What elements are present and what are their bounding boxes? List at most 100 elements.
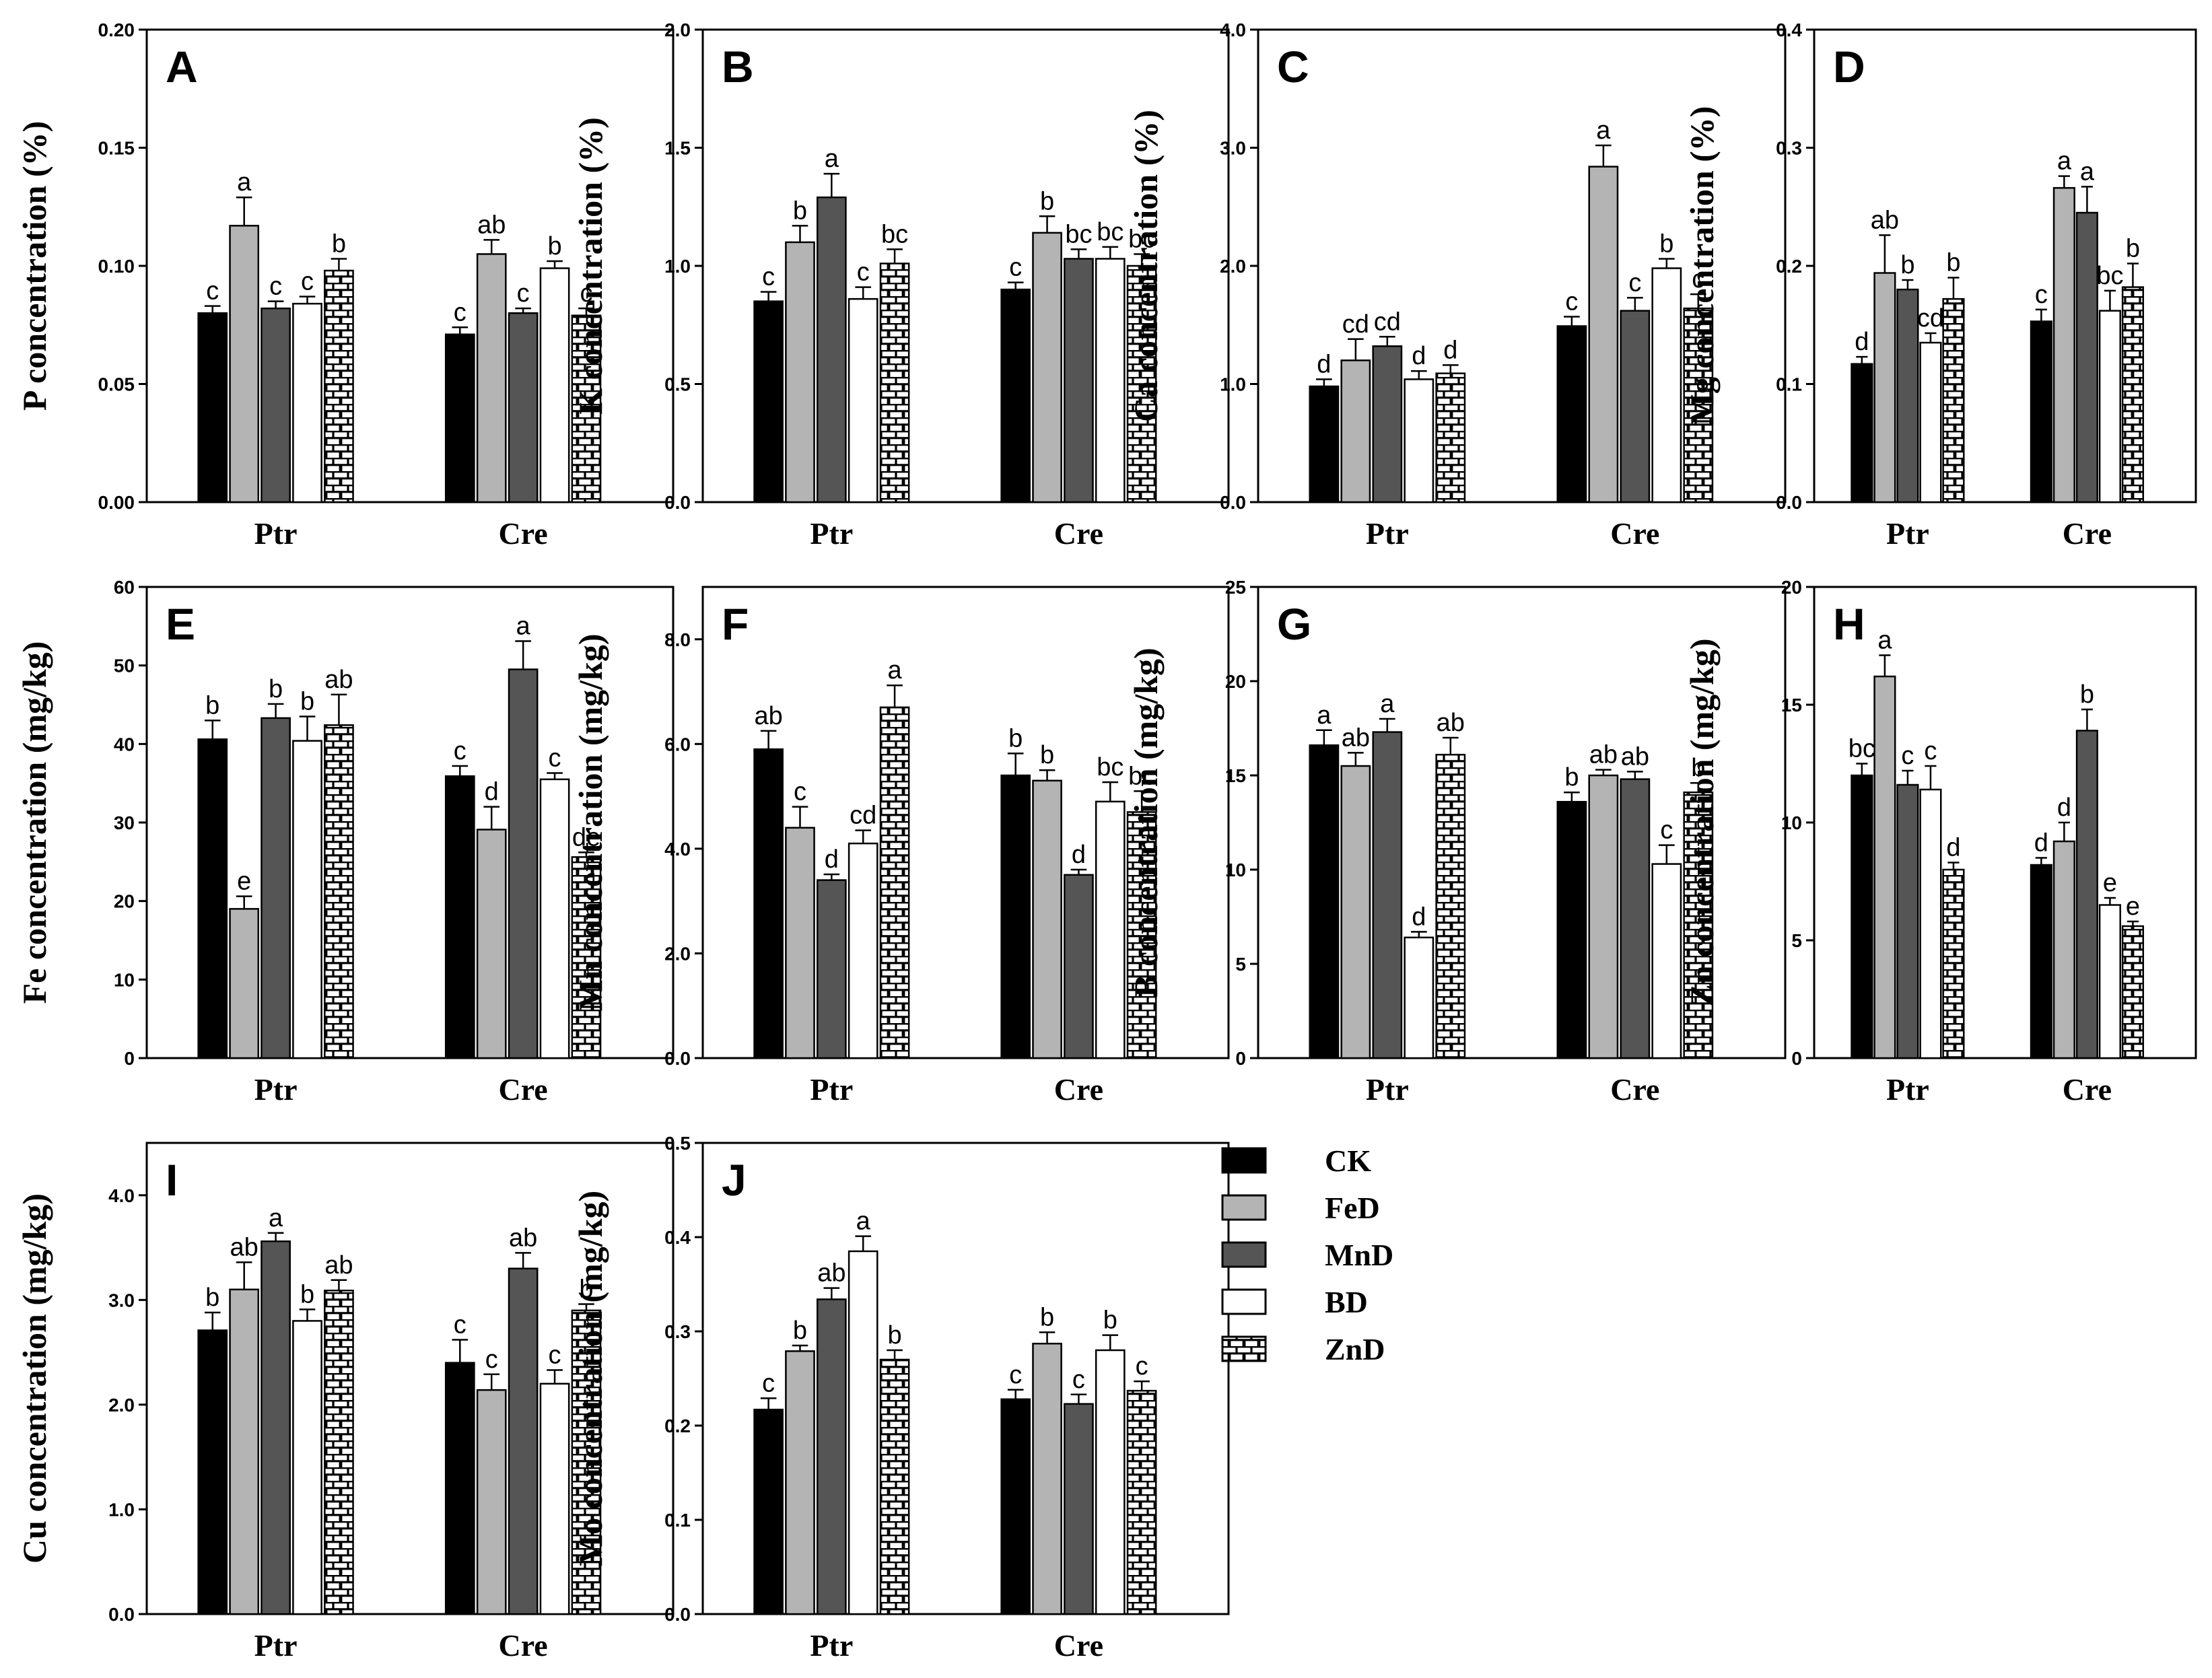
plot-frame: [1257, 586, 1787, 1059]
bar-ck-ptr: [753, 748, 784, 1059]
significance-label: c: [485, 1345, 498, 1374]
significance-label: cd: [850, 802, 876, 830]
y-axis-label: Mn concentration (mg/kg): [572, 633, 609, 1011]
plot-frame: [701, 1142, 1230, 1615]
bar-mnd-cre: [2075, 211, 2098, 503]
significance-label: a: [856, 1208, 871, 1236]
significance-label: a: [269, 1204, 283, 1232]
significance-label: bc: [1065, 220, 1092, 248]
y-tick-label: 20: [1225, 671, 1246, 692]
y-tick-label: 1.0: [108, 1499, 135, 1520]
bar-bd-ptr: [848, 1250, 878, 1615]
y-tick-label: 10: [1225, 860, 1246, 880]
bar-bd-ptr: [1919, 788, 1942, 1059]
y-tick-label: 6.0: [664, 734, 691, 755]
y-tick-label: 0.3: [1776, 138, 1802, 159]
x-category-label: Cre: [2063, 516, 2112, 551]
significance-label: c: [549, 1341, 561, 1370]
bar-znd-ptr: [1435, 372, 1466, 503]
significance-label: e: [2126, 893, 2140, 921]
bar-mnd-ptr: [817, 1298, 847, 1615]
significance-label: c: [206, 277, 219, 306]
significance-label: d: [2034, 829, 2048, 858]
bar-ck-ptr: [1309, 385, 1340, 503]
y-tick-label: 0.15: [98, 138, 135, 159]
bar-mnd-cre: [1064, 874, 1094, 1059]
panel-letter: D: [1833, 42, 1865, 92]
significance-label: c: [454, 737, 466, 765]
bar-bd-cre: [539, 267, 570, 503]
y-tick-label: 60: [114, 577, 135, 598]
significance-label: c: [549, 744, 561, 773]
significance-label: bc: [1097, 218, 1124, 246]
legend-item-ck: CK: [1221, 1144, 1371, 1178]
bar-mnd-ptr: [1896, 288, 1919, 503]
y-tick-label: 3.0: [1220, 138, 1246, 159]
significance-label: d: [1412, 903, 1426, 931]
panel-letter: C: [1277, 42, 1309, 92]
bar-fed-cre: [1032, 779, 1062, 1059]
bar-ck-ptr: [753, 1408, 784, 1615]
bar-fed-ptr: [229, 1288, 260, 1615]
significance-label: d: [2057, 794, 2071, 822]
y-tick-label: 4.0: [664, 839, 691, 860]
bar-fed-cre: [476, 829, 507, 1059]
bar-ck-cre: [2030, 320, 2052, 503]
bar-znd-ptr: [1942, 298, 1965, 503]
bar-ck-cre: [1556, 325, 1587, 503]
significance-label: a: [237, 168, 252, 197]
y-tick-label: 15: [1225, 765, 1246, 786]
x-category-label: Ptr: [254, 1072, 298, 1107]
significance-label: ab: [754, 702, 782, 730]
significance-label: d: [485, 778, 499, 806]
bar-ck-cre: [444, 1362, 475, 1615]
significance-label: b: [332, 230, 346, 258]
bar-mnd-cre: [508, 1267, 539, 1615]
bar-bd-cre: [1651, 267, 1682, 503]
x-category-label: Cre: [499, 1628, 548, 1663]
y-tick-label: 0.0: [664, 1048, 691, 1069]
significance-label: cd: [1917, 304, 1944, 333]
bar-znd-ptr: [1435, 753, 1466, 1059]
bar-ck-ptr: [1309, 744, 1340, 1059]
significance-label: d: [1317, 350, 1331, 378]
y-axis-label: Cu concentration (mg/kg): [15, 1193, 53, 1564]
bar-fed-ptr: [229, 225, 260, 503]
bar-bd-cre: [539, 1383, 570, 1615]
y-tick-label: 0.10: [98, 256, 135, 277]
bar-mnd-ptr: [261, 1240, 291, 1615]
bar-ck-cre: [2030, 864, 2052, 1059]
significance-label: c: [794, 778, 806, 806]
significance-label: d: [1855, 328, 1869, 356]
y-tick-label: 0.4: [1776, 20, 1802, 40]
significance-label: c: [1692, 265, 1704, 293]
significance-label: a: [2080, 158, 2095, 186]
significance-label: b: [1900, 251, 1914, 279]
significance-label: ab: [1437, 709, 1465, 737]
bar-fed-cre: [1588, 166, 1619, 503]
significance-label: c: [1660, 816, 1673, 845]
legend-label: CK: [1325, 1144, 1371, 1178]
y-tick-label: 20: [1781, 577, 1802, 598]
bar-bd-ptr: [1919, 341, 1942, 503]
bar-mnd-ptr: [261, 717, 291, 1059]
bar-fed-cre: [2052, 186, 2075, 503]
significance-label: c: [762, 263, 775, 291]
y-tick-label: 0: [1235, 1048, 1246, 1069]
bar-mnd-ptr: [817, 196, 847, 503]
significance-label: c: [2035, 281, 2048, 309]
significance-label: cd: [1374, 308, 1401, 336]
y-tick-label: 0.0: [108, 1604, 135, 1625]
panel-letter: E: [166, 599, 195, 649]
significance-label: d: [1412, 342, 1426, 370]
bar-bd-cre: [2098, 904, 2121, 1059]
legend-label: ZnD: [1325, 1332, 1385, 1366]
x-category-label: Cre: [1054, 516, 1103, 551]
bar-fed-ptr: [1873, 675, 1896, 1059]
y-tick-label: 2.0: [1220, 256, 1246, 277]
significance-label: bc: [1097, 753, 1124, 781]
x-category-label: Ptr: [254, 516, 298, 551]
y-tick-label: 3.0: [108, 1290, 135, 1310]
